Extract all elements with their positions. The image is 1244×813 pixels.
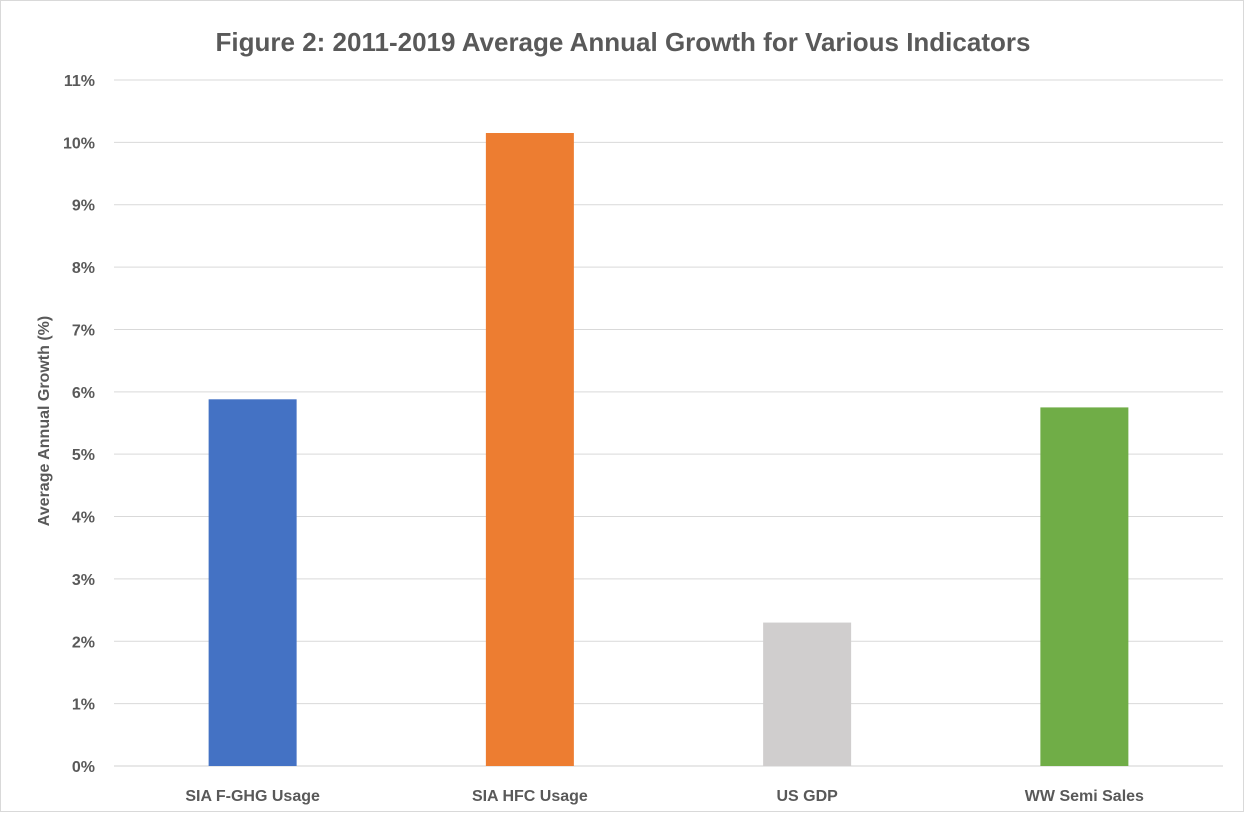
- y-tick-label: 5%: [72, 447, 95, 464]
- chart-title: Figure 2: 2011-2019 Average Annual Growt…: [216, 27, 1031, 57]
- x-tick-label: SIA F-GHG Usage: [185, 788, 320, 805]
- y-tick-label: 10%: [63, 135, 95, 152]
- bar-us-gdp: [763, 622, 852, 766]
- x-tick-label: SIA HFC Usage: [472, 788, 588, 805]
- y-tick-label: 4%: [72, 510, 95, 527]
- y-tick-label: 6%: [72, 385, 95, 402]
- x-tick-label: WW Semi Sales: [1025, 788, 1144, 805]
- y-tick-label: 3%: [72, 572, 95, 589]
- bar-sia-f-ghg-usage: [208, 399, 297, 766]
- y-tick-label: 9%: [72, 198, 95, 215]
- y-tick-label: 8%: [72, 260, 95, 277]
- y-tick-label: 2%: [72, 634, 95, 651]
- x-tick-label: US GDP: [776, 788, 838, 805]
- y-tick-label: 1%: [72, 697, 95, 714]
- bar-ww-semi-sales: [1040, 407, 1129, 766]
- y-tick-label: 7%: [72, 322, 95, 339]
- y-tick-label: 0%: [72, 759, 95, 776]
- y-axis-title: Average Annual Growth (%): [36, 316, 53, 526]
- y-axis-tick-labels: 0% 1% 2% 3% 4% 5% 6% 7% 8% 9% 10% 11%: [63, 73, 95, 776]
- bar-sia-hfc-usage: [485, 133, 574, 766]
- gridlines: [114, 79, 1223, 767]
- y-tick-label: 11%: [64, 73, 95, 90]
- x-axis-tick-labels: SIA F-GHG Usage SIA HFC Usage US GDP WW Sem…: [185, 788, 1144, 805]
- bars: [208, 133, 1129, 766]
